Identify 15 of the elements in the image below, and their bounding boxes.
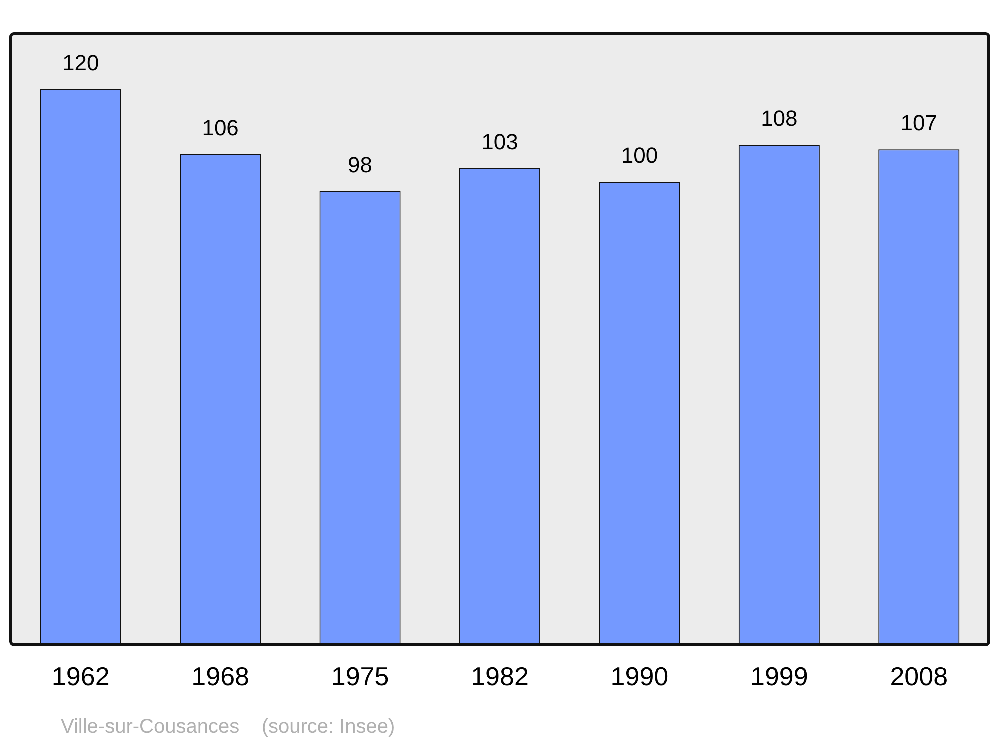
data-label: 106: [202, 115, 239, 140]
data-label: 120: [62, 50, 100, 76]
x-tick-label: 1968: [192, 662, 250, 692]
x-tick-label: 2008: [890, 662, 948, 692]
data-label: 107: [900, 110, 938, 136]
data-label: 100: [621, 143, 658, 168]
data-label: 103: [482, 129, 518, 154]
x-tick-label: 1999: [750, 662, 808, 692]
data-label: 108: [761, 106, 798, 132]
data-label: 98: [348, 152, 373, 178]
x-tick-label: 1990: [610, 662, 669, 692]
x-tick-label: 1975: [331, 662, 390, 692]
text: Ville-sur-Cousances (source: Insee): [61, 716, 396, 739]
x-tick-label: 1982: [471, 662, 529, 692]
x-tick-label: 1962: [52, 662, 110, 692]
